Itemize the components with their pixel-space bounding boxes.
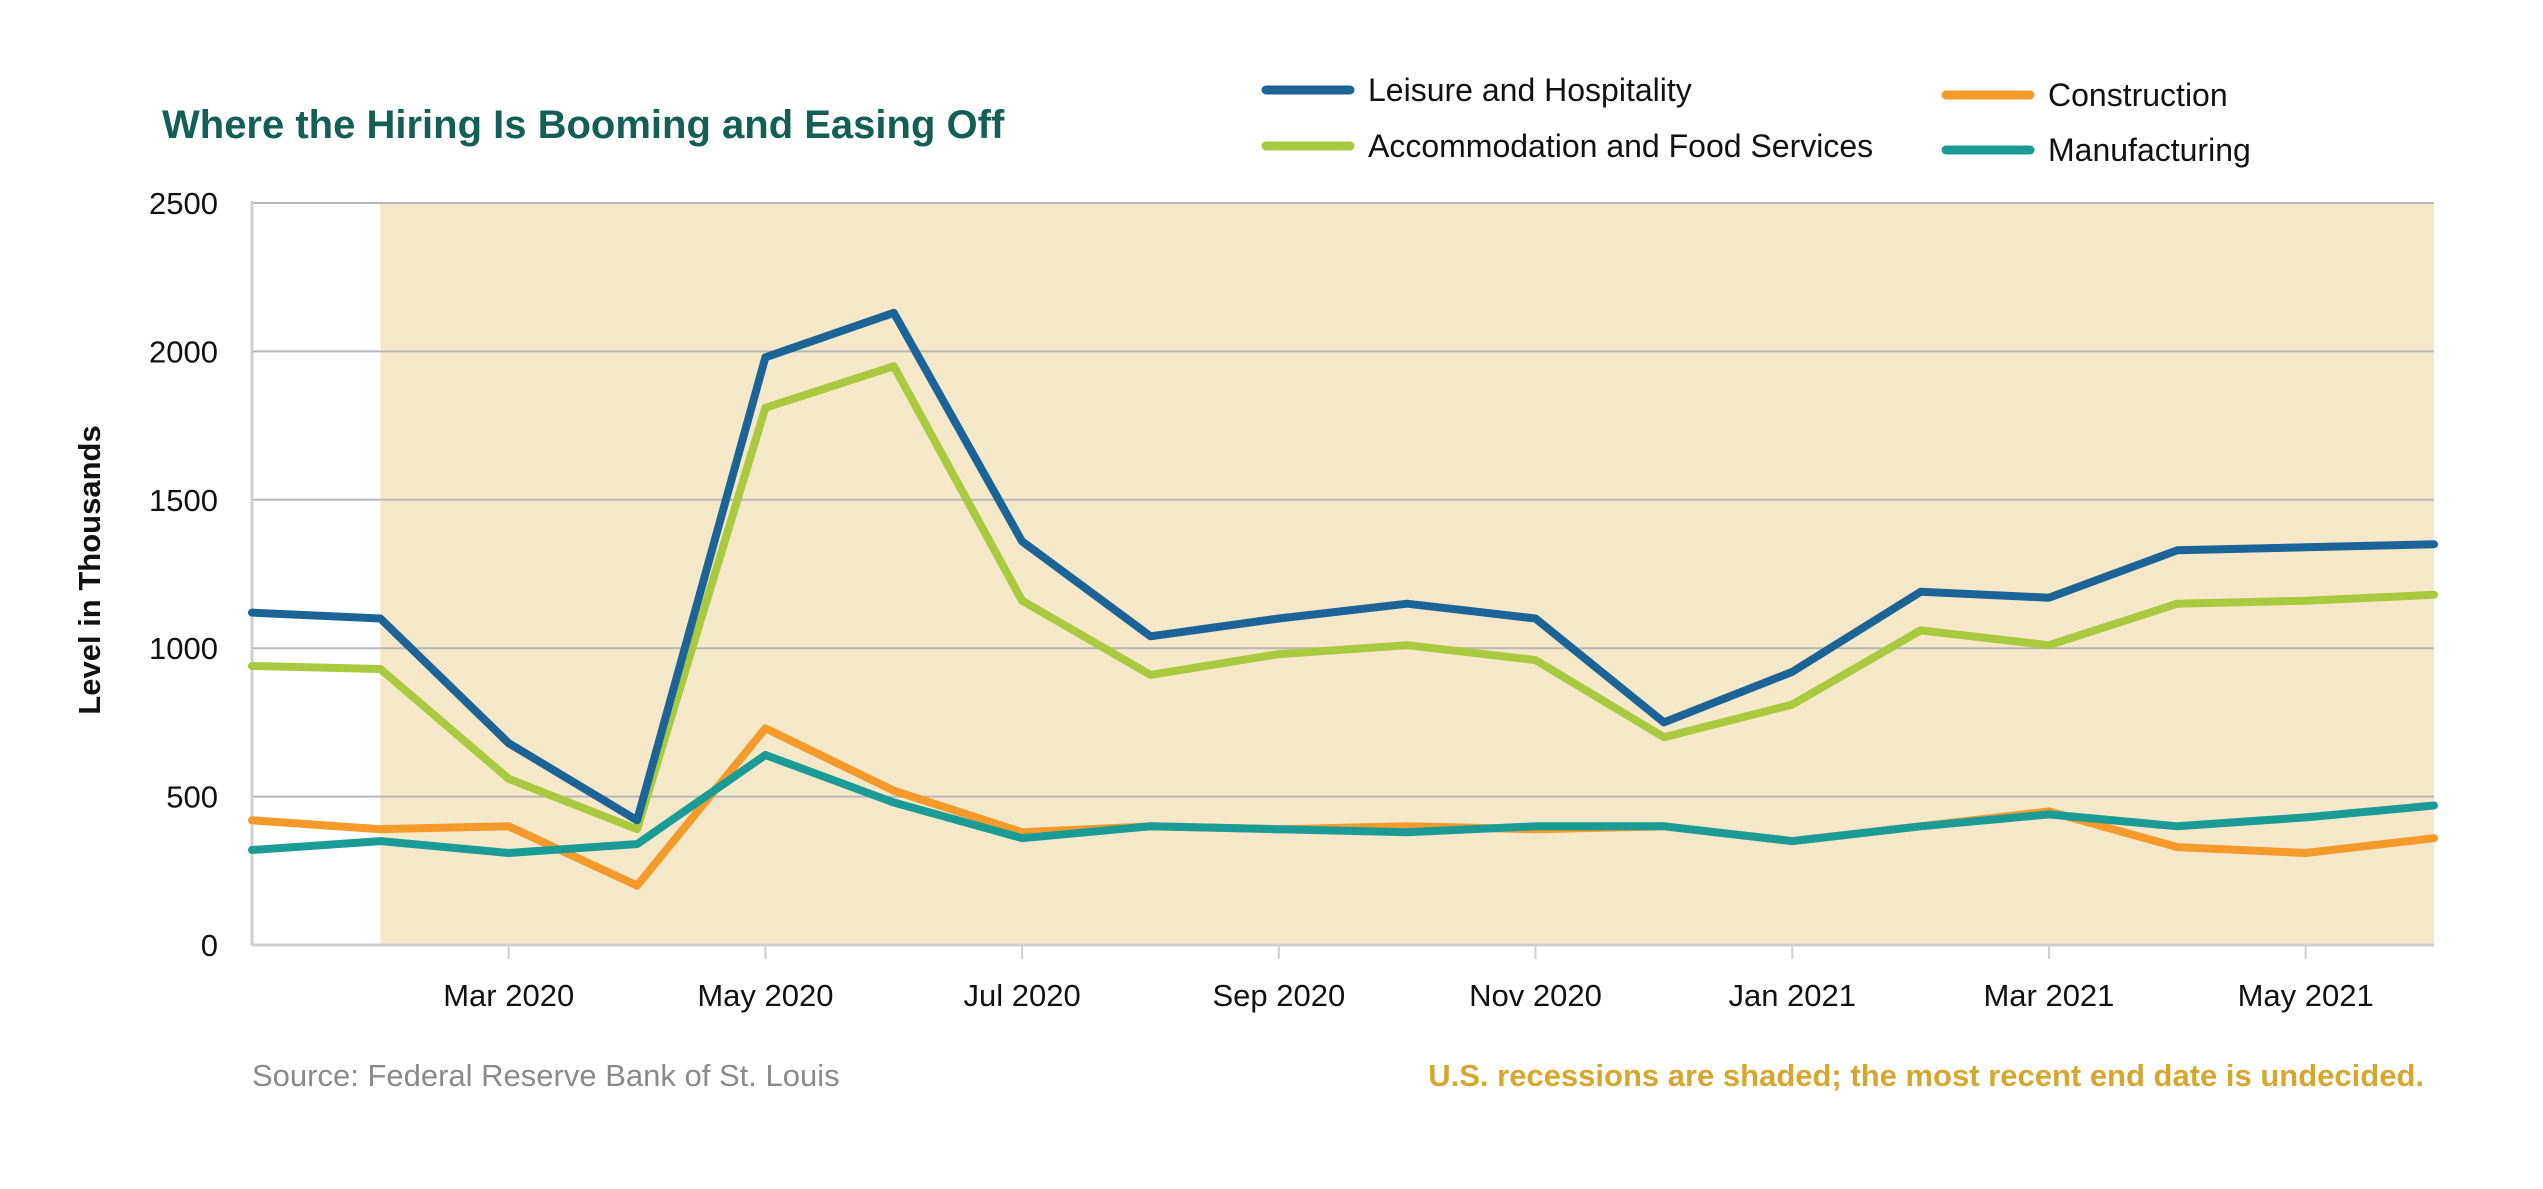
y-axis-label: Level in Thousands [72,425,107,714]
y-tick-label: 500 [166,780,218,815]
legend-label: Accommodation and Food Services [1368,128,1873,164]
legend-label: Construction [2048,77,2228,113]
series-line-leisure-and-hospitality [248,308,2438,825]
y-tick-label: 0 [201,928,218,963]
y-tick-label: 2500 [149,186,218,221]
x-tick-label: Sep 2020 [1212,978,1345,1013]
x-tick-label: May 2020 [697,978,833,1013]
legend: Leisure and Hospitality Accommodation an… [1261,72,2251,168]
series-line-accommodation-and-food-services [248,362,2438,834]
x-tick-label: Mar 2020 [443,978,574,1013]
legend-label: Manufacturing [2048,132,2251,168]
axis-layer: 0 500 1000 1500 2000 2500 Mar 2020 May 2020 Jul … [149,186,2434,1013]
legend-label: Leisure and Hospitality [1368,72,1692,108]
legend-item-construction: Construction [1941,77,2228,113]
chart-title: Where the Hiring Is Booming and Easing O… [162,103,1005,147]
legend-item-leisure-and-hospitality: Leisure and Hospitality [1261,72,1692,108]
series-line-manufacturing [248,751,2438,857]
x-tick-label: Nov 2020 [1469,978,1602,1013]
y-tick-label: 1000 [149,631,218,666]
y-tick-label: 2000 [149,334,218,369]
legend-item-manufacturing: Manufacturing [1941,132,2251,168]
y-tick-label: 1500 [149,483,218,518]
x-tick-label: Jan 2021 [1728,978,1856,1013]
x-tick-label: May 2021 [2238,978,2374,1013]
x-tick-label: Jul 2020 [964,978,1081,1013]
recession-note: U.S. recessions are shaded; the most rec… [1428,1058,2424,1093]
series-layer [248,308,2438,890]
source-note: Source: Federal Reserve Bank of St. Loui… [252,1058,840,1093]
legend-item-accommodation-and-food-services: Accommodation and Food Services [1261,128,1873,164]
x-tick-label: Mar 2021 [1983,978,2114,1013]
